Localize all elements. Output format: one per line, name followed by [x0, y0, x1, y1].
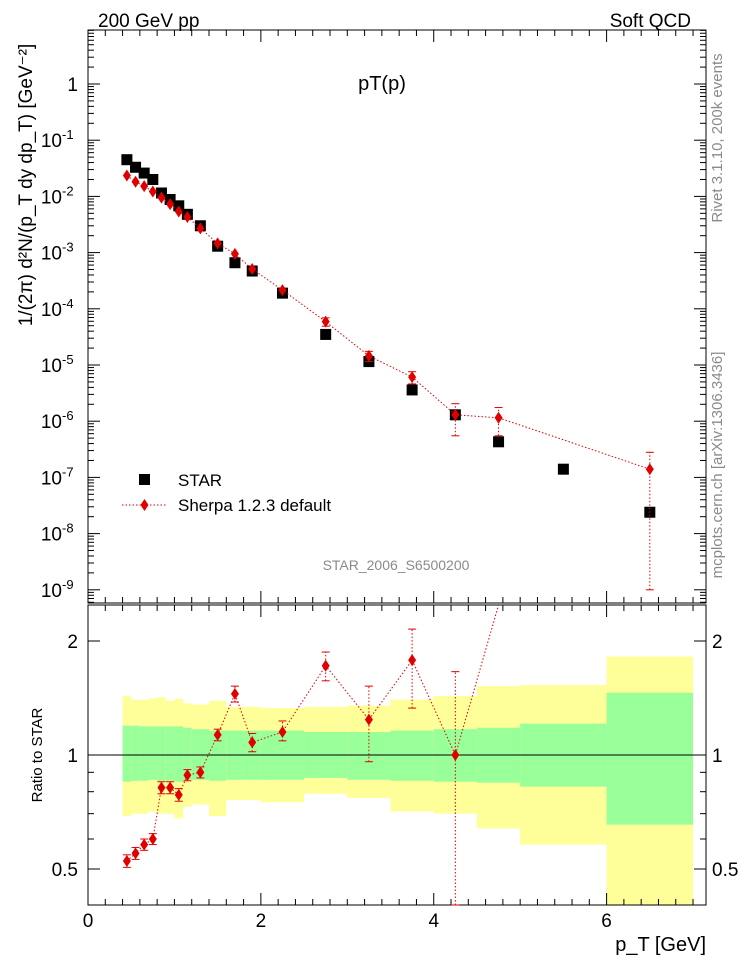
header-right-label: Soft QCD — [610, 11, 691, 32]
y-tick-label: 10-1 — [41, 127, 74, 152]
sherpa-point — [645, 463, 654, 476]
top-panel-frame — [87, 29, 707, 604]
ratio-y-tick-label-right: 1 — [712, 746, 723, 767]
ratio-point — [166, 781, 175, 794]
y-tick-label: 10-8 — [41, 521, 74, 546]
star-point — [493, 436, 505, 448]
y-axis-title: 1/(2π) d²N/(p_T dy dp_T) [GeV⁻²] — [16, 44, 37, 327]
ratio-point — [140, 838, 149, 851]
sherpa-point — [408, 371, 417, 384]
ratio-point — [230, 687, 239, 700]
panel-title: pT(p) — [358, 73, 406, 95]
ratio-y-tick-label-right: 2 — [712, 632, 723, 653]
sherpa-point — [278, 284, 287, 297]
y-tick-label: 10-9 — [41, 577, 74, 602]
sherpa-point — [248, 263, 257, 276]
x-tick-label: 2 — [256, 911, 267, 932]
uncertainty-band-inner — [148, 726, 158, 780]
y-tick-label: 10-3 — [41, 240, 74, 265]
uncertainty-band-inner — [606, 692, 694, 825]
ratio-point — [408, 654, 417, 667]
y-tick-label: 10-6 — [41, 408, 74, 433]
y-tick-label: 10-4 — [41, 296, 74, 321]
uncertainty-band-inner — [139, 726, 149, 781]
uncertainty-band-inner — [165, 726, 175, 781]
sherpa-point — [157, 191, 166, 204]
legend-sherpa-marker — [140, 499, 149, 511]
ratio-y-tick-label: 1 — [67, 746, 78, 767]
ratio-point — [131, 847, 140, 860]
y-tick-label: 1 — [67, 75, 78, 96]
ratio-point — [196, 766, 205, 779]
ratio-y-tick-label-right: 0.5 — [712, 860, 738, 881]
uncertainty-band-inner — [174, 726, 184, 782]
star-point — [147, 173, 159, 185]
analysis-watermark: STAR_2006_S6500200 — [323, 557, 470, 573]
uncertainty-band-inner — [191, 729, 210, 780]
uncertainty-band-inner — [157, 726, 166, 781]
ratio-point — [248, 736, 257, 749]
sherpa-point — [148, 185, 157, 198]
sherpa-point — [213, 237, 222, 250]
x-tick-label: 4 — [428, 911, 439, 932]
star-point — [130, 161, 142, 173]
ratio-point — [451, 749, 460, 761]
ratio-point — [364, 713, 373, 726]
sherpa-point — [494, 411, 503, 424]
y-tick-label: 10-2 — [41, 183, 74, 208]
y-tick-label: 10-5 — [41, 352, 74, 377]
star-point — [557, 463, 569, 475]
ratio-point — [174, 788, 183, 801]
star-point — [138, 167, 150, 179]
uncertainty-band-inner — [183, 727, 192, 780]
legend-star-label: STAR — [178, 471, 222, 490]
sherpa-point — [451, 408, 460, 421]
legend-sherpa-label: Sherpa 1.2.3 default — [178, 496, 331, 515]
sherpa-point — [122, 169, 131, 182]
legend: STAR Sherpa 1.2.3 default — [122, 471, 331, 515]
legend-star-marker — [139, 474, 150, 485]
sherpa-point — [321, 315, 330, 328]
ratio-y-tick-label: 2 — [67, 632, 78, 653]
x-tick-label: 6 — [601, 911, 612, 932]
sherpa-point — [140, 180, 149, 193]
sherpa-point — [230, 247, 239, 260]
ratio-point — [321, 659, 330, 672]
uncertainty-band-inner — [347, 732, 391, 780]
star-point — [406, 384, 418, 396]
star-point — [320, 328, 332, 340]
header-left-label: 200 GeV pp — [98, 11, 199, 32]
star-point — [121, 154, 133, 166]
ratio-point — [183, 769, 192, 782]
uncertainty-band-inner — [122, 725, 132, 782]
sherpa-point — [196, 222, 205, 235]
sherpa-point — [183, 210, 192, 223]
source-url-label: mcplots.cern.ch [arXiv:1306.3436] — [709, 352, 726, 579]
ratio-point — [122, 854, 131, 867]
sherpa-point — [364, 349, 373, 362]
sherpa-point — [166, 198, 175, 211]
ratio-point — [148, 833, 157, 846]
ratio-point — [157, 781, 166, 794]
ratio-point — [278, 726, 287, 739]
y-tick-label: 10-7 — [41, 464, 74, 489]
sherpa-line — [126, 175, 650, 470]
sherpa-point — [131, 175, 140, 188]
rivet-version-label: Rivet 3.1.10, 200k events — [709, 53, 726, 222]
sherpa-point — [174, 205, 183, 218]
star-point — [229, 257, 241, 269]
ratio-y-axis-title: Ratio to STAR — [29, 707, 46, 802]
ratio-point — [213, 728, 222, 741]
uncertainty-band-inner — [131, 725, 140, 781]
x-axis-title: p_T [GeV] — [615, 934, 706, 956]
ratio-y-tick-label: 0.5 — [52, 860, 78, 881]
uncertainty-band-inner — [390, 730, 434, 781]
x-tick-label: 0 — [83, 911, 94, 932]
